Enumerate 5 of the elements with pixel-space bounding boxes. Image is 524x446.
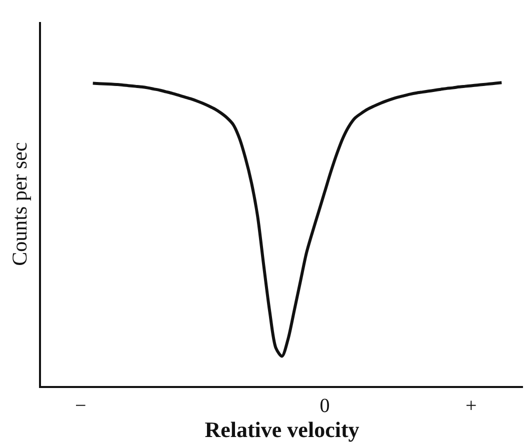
x-axis-title: Relative velocity <box>204 417 360 442</box>
x-tick-label: − <box>75 395 86 417</box>
x-tick-label: 0 <box>320 395 330 417</box>
y-axis-title: Counts per sec <box>8 142 32 266</box>
x-tick-label: + <box>466 395 477 417</box>
